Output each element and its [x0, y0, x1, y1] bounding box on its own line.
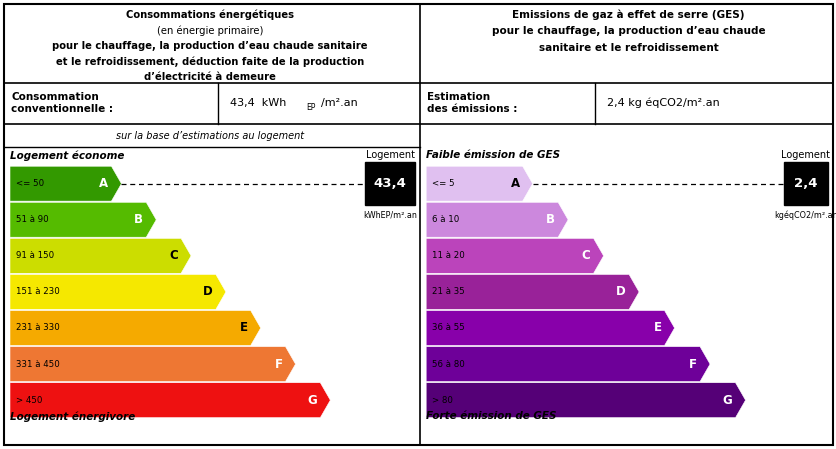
Text: F: F	[274, 357, 283, 370]
Text: 51 à 90: 51 à 90	[16, 215, 48, 224]
Text: pour le chauffage, la production d’eau chaude: pour le chauffage, la production d’eau c…	[492, 26, 764, 36]
Text: d’électricité à demeure: d’électricité à demeure	[144, 72, 276, 82]
Polygon shape	[426, 202, 568, 237]
Text: > 80: > 80	[431, 396, 452, 405]
Text: Consommation
conventionnelle :: Consommation conventionnelle :	[11, 92, 113, 114]
Polygon shape	[10, 383, 330, 418]
Polygon shape	[10, 238, 191, 273]
Polygon shape	[426, 166, 532, 201]
Text: EP: EP	[306, 102, 315, 111]
Polygon shape	[426, 274, 639, 309]
Text: Faible émission de GES: Faible émission de GES	[426, 150, 559, 160]
Text: Logement énergivore: Logement énergivore	[10, 411, 135, 422]
Text: D: D	[615, 286, 625, 299]
Text: A: A	[510, 177, 519, 190]
Text: Logement économe: Logement économe	[10, 150, 125, 161]
Polygon shape	[10, 166, 121, 201]
Polygon shape	[10, 311, 260, 345]
Polygon shape	[10, 274, 226, 309]
Text: /m².an: /m².an	[321, 98, 358, 108]
Text: sanitaire et le refroidissement: sanitaire et le refroidissement	[538, 43, 717, 53]
Text: kWhEP/m².an: kWhEP/m².an	[363, 211, 416, 220]
Text: B: B	[545, 213, 554, 226]
Text: 151 à 230: 151 à 230	[16, 287, 59, 296]
Text: <= 50: <= 50	[16, 179, 43, 188]
Text: Estimation
des émissions :: Estimation des émissions :	[426, 92, 517, 114]
Text: 331 à 450: 331 à 450	[16, 360, 59, 369]
Text: et le refroidissement, déduction faite de la production: et le refroidissement, déduction faite d…	[56, 57, 364, 67]
Text: <= 5: <= 5	[431, 179, 454, 188]
Text: 2,4: 2,4	[793, 177, 817, 190]
Text: 231 à 330: 231 à 330	[16, 323, 59, 333]
Text: pour le chauffage, la production d’eau chaude sanitaire: pour le chauffage, la production d’eau c…	[53, 41, 367, 51]
Text: Logement: Logement	[781, 150, 829, 160]
Text: Emissions de gaz à effet de serre (GES): Emissions de gaz à effet de serre (GES)	[512, 10, 744, 21]
Text: A: A	[99, 177, 109, 190]
Text: F: F	[688, 357, 696, 370]
Text: E: E	[653, 321, 660, 335]
Text: G: G	[307, 394, 317, 407]
Text: C: C	[581, 249, 590, 262]
Text: 2,4 kg éqCO2/m².an: 2,4 kg éqCO2/m².an	[606, 98, 719, 109]
Polygon shape	[426, 347, 709, 382]
Text: C: C	[169, 249, 178, 262]
Text: B: B	[134, 213, 143, 226]
Text: G: G	[722, 394, 732, 407]
Text: 56 à 80: 56 à 80	[431, 360, 464, 369]
Bar	[364, 162, 415, 206]
Text: 6 à 10: 6 à 10	[431, 215, 458, 224]
Polygon shape	[10, 347, 295, 382]
Polygon shape	[10, 202, 156, 237]
Polygon shape	[426, 383, 745, 418]
Text: > 450: > 450	[16, 396, 42, 405]
Text: Logement: Logement	[365, 150, 414, 160]
Text: 36 à 55: 36 à 55	[431, 323, 464, 333]
Text: 43,4: 43,4	[374, 177, 406, 190]
Text: 91 à 150: 91 à 150	[16, 251, 54, 260]
Polygon shape	[426, 311, 674, 345]
Text: 43,4  kWh: 43,4 kWh	[230, 98, 287, 108]
Text: 11 à 20: 11 à 20	[431, 251, 464, 260]
Text: (en énergie primaire): (en énergie primaire)	[156, 26, 263, 36]
Text: E: E	[239, 321, 247, 335]
Text: Consommations énergétiques: Consommations énergétiques	[126, 10, 293, 21]
Polygon shape	[426, 238, 603, 273]
Text: sur la base d’estimations au logement: sur la base d’estimations au logement	[116, 131, 303, 141]
Text: 21 à 35: 21 à 35	[431, 287, 464, 296]
Text: kgéqCO2/m².an: kgéqCO2/m².an	[773, 211, 836, 220]
Bar	[783, 162, 827, 206]
Text: D: D	[203, 286, 212, 299]
Text: Forte émission de GES: Forte émission de GES	[426, 411, 556, 421]
